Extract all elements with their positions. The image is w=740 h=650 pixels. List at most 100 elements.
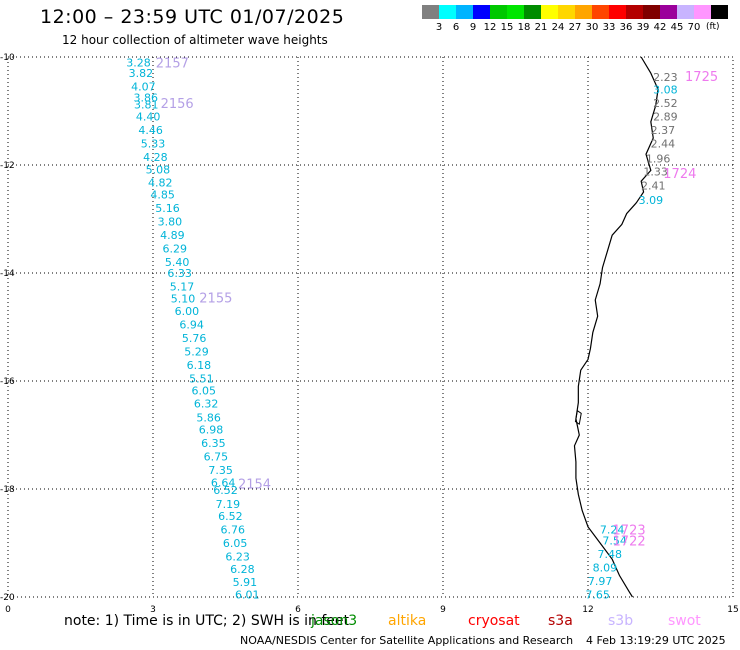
color-scale-label: 12 <box>483 22 497 33</box>
color-swatch <box>626 5 643 19</box>
color-swatch <box>541 5 558 19</box>
color-scale-label: 33 <box>602 22 616 33</box>
wave-height-label: 4.07 <box>131 81 156 94</box>
wave-height-label: 6.32 <box>194 398 219 411</box>
wave-height-label: 6.33 <box>167 267 192 280</box>
wave-height-label: 3.08 <box>653 83 678 96</box>
wave-height-label: 7.54 <box>602 534 627 547</box>
wave-height-label: 6.29 <box>163 243 188 256</box>
wave-height-label: 5.33 <box>141 137 166 150</box>
color-scale-label: 18 <box>517 22 531 33</box>
wave-height-label: 6.28 <box>230 563 255 576</box>
wave-height-label: 5.40 <box>165 256 190 269</box>
wave-height-label: 6.98 <box>199 424 224 437</box>
color-scale-label: 45 <box>670 22 684 33</box>
wave-height-label: 4.89 <box>160 229 185 242</box>
wave-height-label: 6.64 <box>211 477 236 490</box>
color-swatch <box>575 5 592 19</box>
wave-height-label: 5.08 <box>146 163 171 176</box>
color-swatch <box>660 5 677 19</box>
x-tick-label: 9 <box>440 605 446 615</box>
wave-height-label: 2.23 <box>653 71 678 84</box>
wave-height-label: 4.40 <box>136 110 161 123</box>
legend-altika: altika <box>388 613 427 629</box>
wave-height-label: 3.80 <box>158 216 183 229</box>
color-swatch <box>524 5 541 19</box>
wave-height-label: 7.19 <box>216 498 241 511</box>
wave-height-label: 6.05 <box>192 385 217 398</box>
color-scale-label: 9 <box>469 22 477 33</box>
wave-height-label: 3.82 <box>129 67 154 80</box>
color-swatch <box>609 5 626 19</box>
color-swatch <box>694 5 711 19</box>
color-scale-label: 21 <box>534 22 548 33</box>
legend-swot: swot <box>668 613 701 629</box>
wave-height-label: 2.52 <box>653 97 678 110</box>
color-swatch <box>456 5 473 19</box>
color-swatch <box>677 5 694 19</box>
y-tick-label: -18 <box>0 485 15 495</box>
color-scale-label: 36 <box>619 22 633 33</box>
coastline <box>573 56 659 598</box>
y-tick-label: -16 <box>0 377 15 387</box>
x-tick-label: 3 <box>150 605 156 615</box>
wave-height-label: 3.86 <box>134 92 159 105</box>
color-swatch <box>422 5 439 19</box>
color-scale-unit: (ft) <box>706 22 720 32</box>
altimeter-chart: 0 3 6 9 12 15-10-12-14-16-18-203.283.824.073.… <box>0 53 739 615</box>
wave-height-label: 8.09 <box>593 561 618 574</box>
color-swatch <box>711 5 728 19</box>
wave-height-label: 1.33 <box>643 165 668 178</box>
x-tick-label: 12 <box>582 605 593 615</box>
wave-height-label: 2.89 <box>653 110 678 123</box>
wave-height-label: 3.81 <box>134 99 159 112</box>
wave-height-label: 5.86 <box>196 412 221 425</box>
wave-height-label: 7.65 <box>585 588 610 601</box>
wave-height-label: 7.35 <box>208 464 233 477</box>
wave-height-label: 7.97 <box>588 575 613 588</box>
x-tick-label: 0 <box>5 605 11 615</box>
color-scale-label: 15 <box>500 22 514 33</box>
y-tick-label: -20 <box>0 593 15 603</box>
wave-height-label: 2.41 <box>641 180 666 193</box>
y-tick-label: -14 <box>0 269 15 279</box>
wave-height-label: 6.00 <box>175 305 200 318</box>
color-swatch <box>507 5 524 19</box>
wave-height-label: 6.52 <box>213 484 238 497</box>
wave-height-label: 6.75 <box>204 451 229 464</box>
color-scale-label: 42 <box>653 22 667 33</box>
pass-number-label: 2154 <box>238 478 271 493</box>
legend-s3a: s3a <box>548 613 573 629</box>
pass-number-label: 1723 <box>613 524 646 539</box>
wave-height-label: 6.01 <box>235 588 260 601</box>
y-tick-label: -10 <box>0 53 15 63</box>
wave-height-label: 3.09 <box>639 194 664 207</box>
wave-height-label: 7.48 <box>598 548 623 561</box>
color-scale-label: 30 <box>585 22 599 33</box>
wave-height-label: 5.51 <box>189 372 214 385</box>
wave-height-label: 6.35 <box>201 437 226 450</box>
x-tick-label: 6 <box>295 605 301 615</box>
y-tick-label: -12 <box>0 161 15 171</box>
wave-height-label: 5.91 <box>233 576 258 589</box>
pass-number-label: 1722 <box>613 534 646 549</box>
wave-height-label: 5.10 <box>171 292 196 305</box>
wave-height-label: 6.94 <box>179 318 204 331</box>
generation-timestamp: 4 Feb 13:19:29 UTC 2025 <box>586 634 726 647</box>
wave-height-label: 1.96 <box>646 153 671 166</box>
color-swatch <box>490 5 507 19</box>
color-scale-label: 24 <box>551 22 565 33</box>
wave-height-label: 7.24 <box>600 524 625 537</box>
wave-height-label: 4.28 <box>143 151 168 164</box>
wave-height-label: 6.76 <box>221 524 246 537</box>
legend-jason3: jason3 <box>311 613 358 629</box>
color-swatch <box>643 5 660 19</box>
wave-height-label: 5.16 <box>155 202 180 215</box>
wave-height-label: 6.52 <box>218 510 243 523</box>
plot-frame <box>7 56 734 598</box>
color-scale-label: 3 <box>435 22 443 33</box>
wave-height-label: 5.17 <box>170 281 195 294</box>
wave-height-label: 4.82 <box>148 176 173 189</box>
color-scale-label: 27 <box>568 22 582 33</box>
chart-title: 12:00 – 23:59 UTC 01/07/2025 <box>40 6 345 28</box>
